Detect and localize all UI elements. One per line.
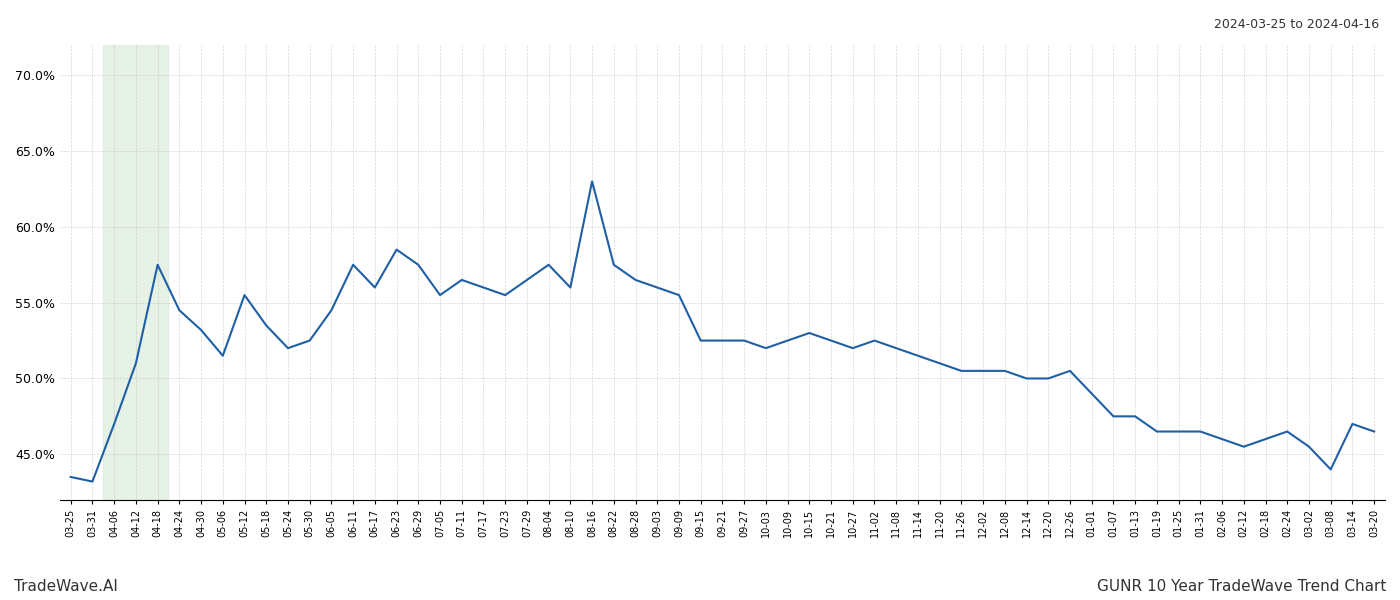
Bar bbox=[104, 45, 168, 500]
Text: 2024-03-25 to 2024-04-16: 2024-03-25 to 2024-04-16 bbox=[1214, 18, 1379, 31]
Text: TradeWave.AI: TradeWave.AI bbox=[14, 579, 118, 594]
Text: GUNR 10 Year TradeWave Trend Chart: GUNR 10 Year TradeWave Trend Chart bbox=[1096, 579, 1386, 594]
